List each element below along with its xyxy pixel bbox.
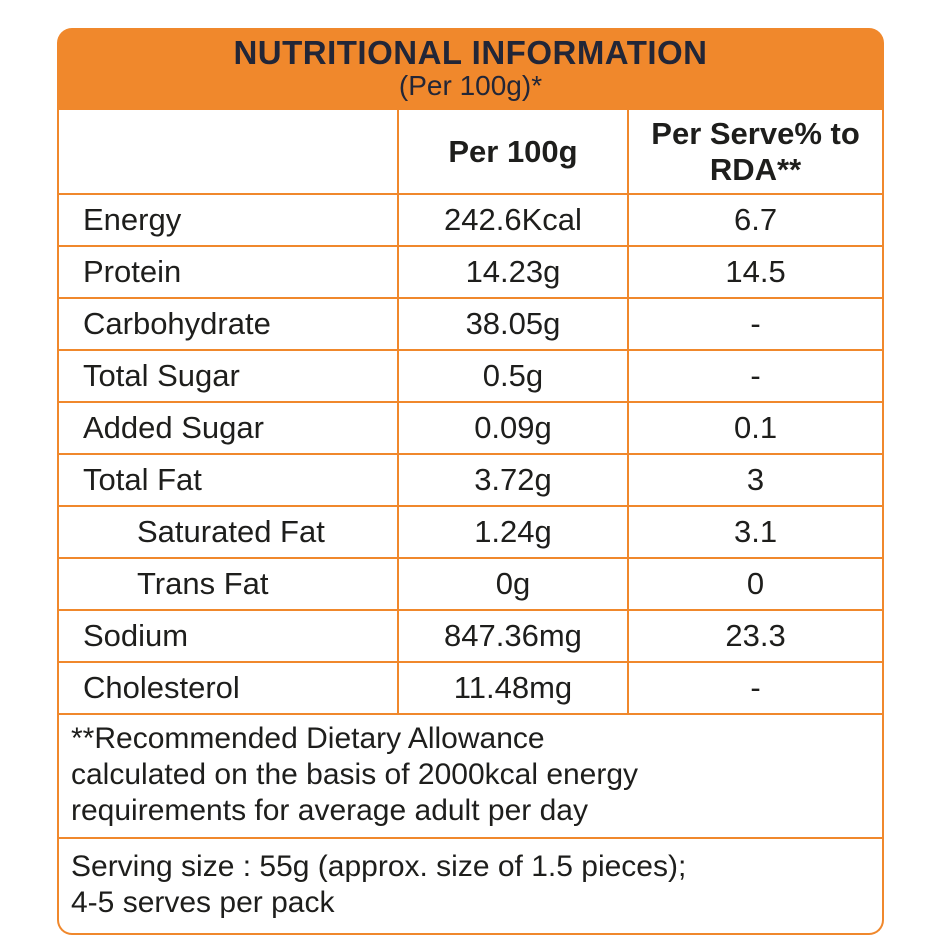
table-header-row: Per 100g Per Serve% to RDA**: [57, 108, 884, 195]
serving-note-line: 4-5 serves per pack: [71, 886, 335, 919]
table-row-sodium: Sodium 847.36mg 23.3: [57, 609, 884, 663]
table-row-total-fat: Total Fat 3.72g 3: [57, 453, 884, 507]
table-row-cholesterol: Cholesterol 11.48mg -: [57, 661, 884, 715]
table-row-protein: Protein 14.23g 14.5: [57, 245, 884, 299]
per-100g-value: 0g: [396, 557, 630, 611]
table-row-saturated-fat: Saturated Fat 1.24g 3.1: [57, 505, 884, 559]
table-row-trans-fat: Trans Fat 0g 0: [57, 557, 884, 611]
nutrition-table: Per 100g Per Serve% to RDA** Energy 242.…: [57, 108, 884, 715]
per-serve-value: -: [627, 349, 884, 403]
col-header-per-100g: Per 100g: [396, 108, 630, 195]
per-serve-value: 0.1: [627, 401, 884, 455]
nutrition-label-card: NUTRITIONAL INFORMATION (Per 100g)* Per …: [57, 28, 884, 935]
per-serve-value: 0: [627, 557, 884, 611]
table-row-total-sugar: Total Sugar 0.5g -: [57, 349, 884, 403]
table-row-energy: Energy 242.6Kcal 6.7: [57, 193, 884, 247]
nutrient-label: Cholesterol: [57, 661, 399, 715]
nutrient-label: Total Sugar: [57, 349, 399, 403]
per-100g-value: 14.23g: [396, 245, 630, 299]
per-100g-value: 0.5g: [396, 349, 630, 403]
nutrient-label: Carbohydrate: [57, 297, 399, 351]
per-100g-value: 0.09g: [396, 401, 630, 455]
per-serve-value: -: [627, 297, 884, 351]
nutrient-label: Protein: [57, 245, 399, 299]
per-serve-value: 23.3: [627, 609, 884, 663]
rda-note-line: requirements for average adult per day: [71, 794, 588, 827]
nutrient-label: Total Fat: [57, 453, 399, 507]
per-100g-value: 3.72g: [396, 453, 630, 507]
rda-note-line: calculated on the basis of 2000kcal ener…: [71, 758, 639, 791]
per-100g-value: 11.48mg: [396, 661, 630, 715]
empty-header-cell: [57, 108, 399, 195]
table-row-added-sugar: Added Sugar 0.09g 0.1: [57, 401, 884, 455]
per-100g-value: 242.6Kcal: [396, 193, 630, 247]
nutrient-label: Added Sugar: [57, 401, 399, 455]
table-row-carbohydrate: Carbohydrate 38.05g -: [57, 297, 884, 351]
label-subtitle: (Per 100g)*: [398, 70, 543, 101]
per-100g-value: 847.36mg: [396, 609, 630, 663]
col-header-per-serve-rda: Per Serve% to RDA**: [627, 108, 884, 195]
per-serve-value: 3.1: [627, 505, 884, 559]
nutrient-label: Energy: [57, 193, 399, 247]
nutrient-label: Trans Fat: [57, 557, 399, 611]
per-100g-value: 1.24g: [396, 505, 630, 559]
rda-note: **Recommended Dietary Allowance calculat…: [57, 715, 884, 839]
serving-note-line: Serving size : 55g (approx. size of 1.5 …: [71, 850, 687, 883]
nutrient-label: Sodium: [57, 609, 399, 663]
per-serve-value: 3: [627, 453, 884, 507]
per-serve-value: 14.5: [627, 245, 884, 299]
per-serve-value: 6.7: [627, 193, 884, 247]
rda-note-line: **Recommended Dietary Allowance: [71, 722, 545, 755]
per-100g-value: 38.05g: [396, 297, 630, 351]
nutrient-label: Saturated Fat: [57, 505, 399, 559]
per-serve-value: -: [627, 661, 884, 715]
title-banner: NUTRITIONAL INFORMATION (Per 100g)*: [57, 28, 884, 108]
serving-size-note: Serving size : 55g (approx. size of 1.5 …: [57, 839, 884, 935]
label-title: NUTRITIONAL INFORMATION: [233, 34, 708, 71]
